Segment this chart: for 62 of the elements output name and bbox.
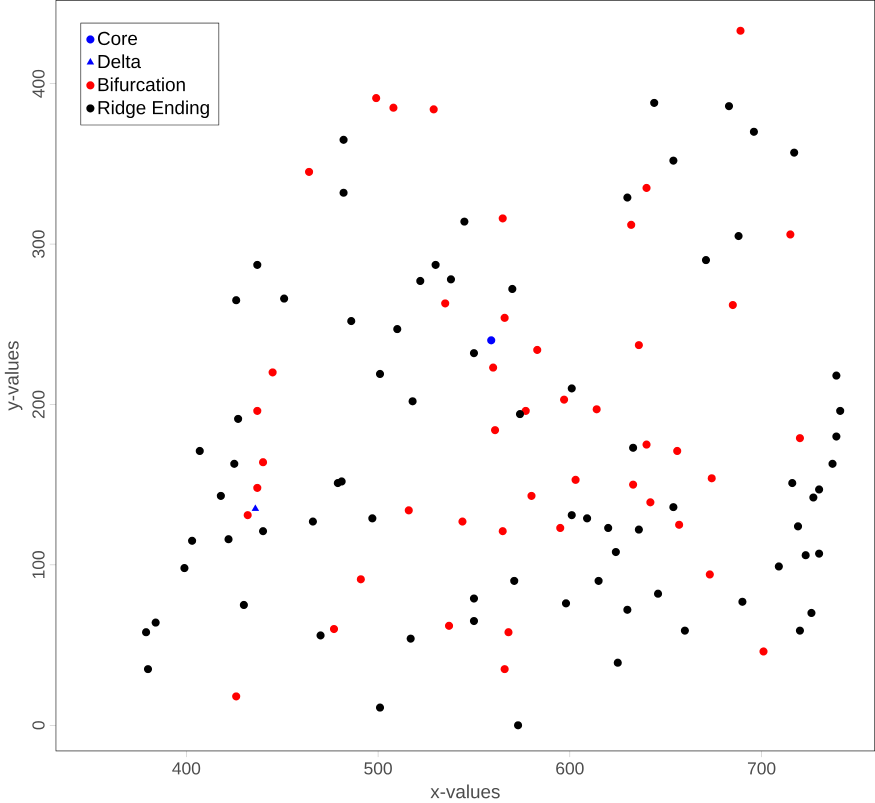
point xyxy=(487,336,496,344)
point xyxy=(498,214,507,222)
point xyxy=(489,363,498,372)
point xyxy=(498,527,507,536)
point xyxy=(356,575,365,584)
point xyxy=(572,476,580,484)
point xyxy=(642,184,651,192)
point xyxy=(646,498,654,506)
point xyxy=(253,406,262,415)
point xyxy=(634,340,643,350)
y-tick-label: 300 xyxy=(32,230,45,258)
legend-label: Bifurcation xyxy=(98,77,185,92)
x-tick-label: 500 xyxy=(364,762,392,774)
point xyxy=(372,94,380,102)
point xyxy=(253,484,262,492)
point xyxy=(389,104,398,112)
point xyxy=(522,406,530,415)
point xyxy=(252,504,259,511)
point xyxy=(796,434,804,442)
point xyxy=(444,622,454,630)
point xyxy=(305,168,314,176)
point xyxy=(728,300,737,310)
y-tick-label: 200 xyxy=(32,390,45,418)
point xyxy=(556,524,564,532)
point xyxy=(330,624,338,634)
point xyxy=(490,426,500,434)
point xyxy=(500,664,509,674)
point xyxy=(527,492,536,500)
legend-label: Ridge Ending xyxy=(98,100,209,118)
point xyxy=(786,230,794,238)
point xyxy=(258,458,268,466)
point xyxy=(533,346,542,354)
point xyxy=(642,440,651,449)
y-tick-label: 400 xyxy=(32,70,45,98)
x-tick-label: 600 xyxy=(556,762,584,774)
point xyxy=(592,405,601,414)
legend-label: Delta xyxy=(98,54,142,68)
point xyxy=(504,628,513,636)
point xyxy=(708,474,716,482)
point xyxy=(706,570,714,578)
point xyxy=(673,446,682,455)
point xyxy=(759,647,768,656)
point xyxy=(736,26,745,35)
point xyxy=(430,105,438,114)
point xyxy=(232,692,240,700)
point xyxy=(560,396,568,404)
point xyxy=(441,299,450,308)
x-axis-title: x-values xyxy=(430,784,500,798)
y-tick-label: 100 xyxy=(32,550,45,578)
point xyxy=(268,368,277,376)
y-tick-label: 0 xyxy=(32,721,45,730)
point xyxy=(629,480,638,489)
x-tick-label: 700 xyxy=(748,762,776,774)
point xyxy=(404,506,413,514)
legend-label: Core xyxy=(98,32,138,46)
point xyxy=(458,517,467,526)
point xyxy=(244,511,252,520)
x-tick-label: 400 xyxy=(172,762,200,774)
y-axis-title: y-values xyxy=(4,341,22,411)
point xyxy=(500,314,509,322)
point xyxy=(675,520,684,529)
point xyxy=(627,220,636,229)
